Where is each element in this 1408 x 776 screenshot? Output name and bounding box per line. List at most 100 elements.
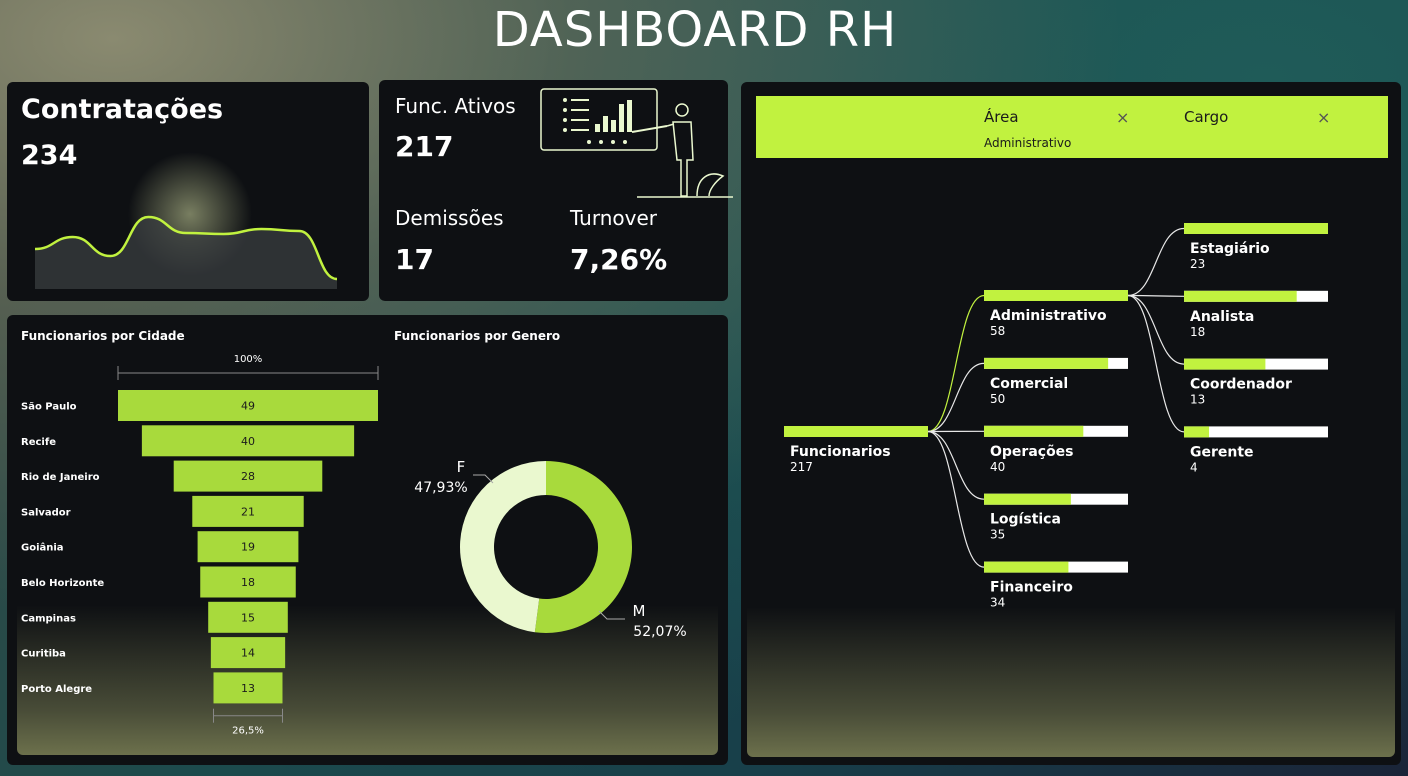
funnel-category-label: Rio de Janeiro <box>21 472 100 483</box>
tree-area-label: Comercial <box>990 376 1068 392</box>
funnel-value-label: 15 <box>241 611 255 624</box>
donut-value-label-m: 52,07% <box>633 624 686 640</box>
tree-link-area <box>927 362 985 433</box>
page-title: DASHBOARD RH <box>492 2 898 58</box>
tree-cargo-bar <box>1184 223 1328 234</box>
donut-category-label-m: M <box>633 602 646 620</box>
tree-root-label: Funcionarios <box>790 444 891 460</box>
tree-link-cargo <box>1127 294 1185 433</box>
funnel-category-label: Recife <box>21 437 56 448</box>
tree-cargo-label: Analista <box>1190 309 1254 325</box>
funnel-category-label: Salvador <box>21 507 71 518</box>
gender-chart-title: Funcionarios por Genero <box>394 329 561 343</box>
funnel-bar <box>210 637 286 669</box>
tree-cargo-value: 4 <box>1190 460 1198 474</box>
tree-cargo-label: Estagiário <box>1190 241 1270 257</box>
funnel-bar <box>208 601 288 633</box>
funnel-value-label: 13 <box>241 682 255 695</box>
funnel-value-label: 40 <box>241 435 255 448</box>
tree-area-label: Administrativo <box>990 308 1107 324</box>
funnel-bar <box>173 460 323 492</box>
tree-root-bar <box>784 426 928 437</box>
contratacoes-value: 234 <box>21 140 78 171</box>
tree-cargo-label: Gerente <box>1190 444 1254 460</box>
kpi-card[interactable]: Func. Ativos 217 Demissões 17 Turnover 7… <box>379 80 733 301</box>
contratacoes-label: Contratações <box>21 94 224 125</box>
donut-leader-m <box>598 610 625 620</box>
tree-area-bar <box>984 357 1109 369</box>
city-chart-title: Funcionarios por Cidade <box>21 329 185 343</box>
funnel-value-label: 49 <box>241 400 255 413</box>
contratacoes-card[interactable]: Contratações 234 <box>7 82 369 301</box>
tree-cargo-bar-track <box>1184 426 1328 438</box>
city-funnel-chart: 100% 49 São Paulo 40 Recife 28 Rio de Janeiro 2… <box>21 354 379 737</box>
tree-root-value: 217 <box>790 460 813 474</box>
tree-link-cargo <box>1127 294 1185 297</box>
turnover-label: Turnover <box>570 206 658 230</box>
area-clear-icon[interactable]: × <box>1116 108 1130 127</box>
funnel-value-label: 28 <box>241 470 255 483</box>
funnel-bar <box>200 566 296 598</box>
tree-link-area <box>927 430 985 568</box>
donut-slice-m <box>534 461 633 633</box>
donut-leader-f <box>473 474 494 484</box>
tree-cargo-bar <box>1184 358 1266 370</box>
city-gender-card[interactable]: Funcionarios por Cidade Funcionarios por… <box>7 315 728 765</box>
cargo-clear-icon[interactable]: × <box>1317 108 1331 127</box>
tree-area-bar <box>984 493 1071 505</box>
contratacoes-area-chart <box>34 152 338 289</box>
tree-link-cargo <box>1127 294 1185 365</box>
tree-area-value: 40 <box>990 460 1005 474</box>
tree-cargo-label: Coordenador <box>1190 377 1292 393</box>
area-filter-value: Administrativo <box>984 136 1072 150</box>
donut-value-label-f: 47,93% <box>414 480 467 496</box>
tree-area-value: 58 <box>990 324 1005 338</box>
funnel-category-label: Curitiba <box>21 649 66 660</box>
funnel-value-label: 19 <box>241 541 255 554</box>
funnel-category-label: Campinas <box>21 613 76 624</box>
filter-bar: Área Administrativo × Cargo × <box>756 96 1388 158</box>
funnel-value-label: 14 <box>241 647 255 660</box>
funnel-value-label: 21 <box>241 505 255 518</box>
tree-area-bar <box>984 561 1069 573</box>
tree-area-value: 34 <box>990 596 1005 610</box>
funnel-category-label: Porto Alegre <box>21 684 92 695</box>
funnel-bar <box>118 390 378 421</box>
area-filter-label[interactable]: Área <box>984 108 1019 126</box>
tree-link-area <box>927 430 985 500</box>
donut-slice-f <box>460 461 546 633</box>
tree-cargo-value: 23 <box>1190 257 1205 271</box>
presentation-illustration-icon <box>540 88 733 198</box>
gender-donut-chart: F 47,93% M 52,07% <box>414 458 686 640</box>
spark-line <box>34 215 338 281</box>
funnel-bar <box>192 495 304 527</box>
donut-category-label-f: F <box>457 458 466 476</box>
funnel-category-label: Goiânia <box>21 542 64 554</box>
tree-area-value: 35 <box>990 528 1005 542</box>
funnel-bar <box>197 531 299 563</box>
spark-area <box>35 217 337 289</box>
tree-area-bar <box>984 290 1128 301</box>
funnel-bar <box>141 425 355 457</box>
tree-cargo-bar <box>1184 426 1210 438</box>
funnel-value-label: 18 <box>241 576 255 589</box>
tree-link-cargo <box>1127 227 1185 297</box>
demissoes-label: Demissões <box>395 206 504 230</box>
funnel-category-label: São Paulo <box>21 402 77 413</box>
demissoes-value: 17 <box>395 243 434 276</box>
tree-cargo-value: 13 <box>1190 393 1205 407</box>
tree-cargo-bar <box>1184 290 1297 302</box>
tree-cargo-value: 18 <box>1190 325 1205 339</box>
tree-area-label: Operações <box>990 444 1074 460</box>
ativos-label: Func. Ativos <box>395 94 516 118</box>
cargo-filter-label[interactable]: Cargo <box>1184 108 1229 126</box>
tree-area-value: 50 <box>990 392 1005 406</box>
funnel-top-label: 100% <box>234 354 263 365</box>
funnel-category-label: Belo Horizonte <box>21 578 104 589</box>
tree-link-area <box>927 294 985 433</box>
tree-area-label: Financeiro <box>990 580 1073 596</box>
tree-area-bar <box>984 425 1084 437</box>
tree-area-label: Logística <box>990 512 1061 528</box>
funnel-bar <box>213 672 283 704</box>
turnover-value: 7,26% <box>570 243 668 276</box>
